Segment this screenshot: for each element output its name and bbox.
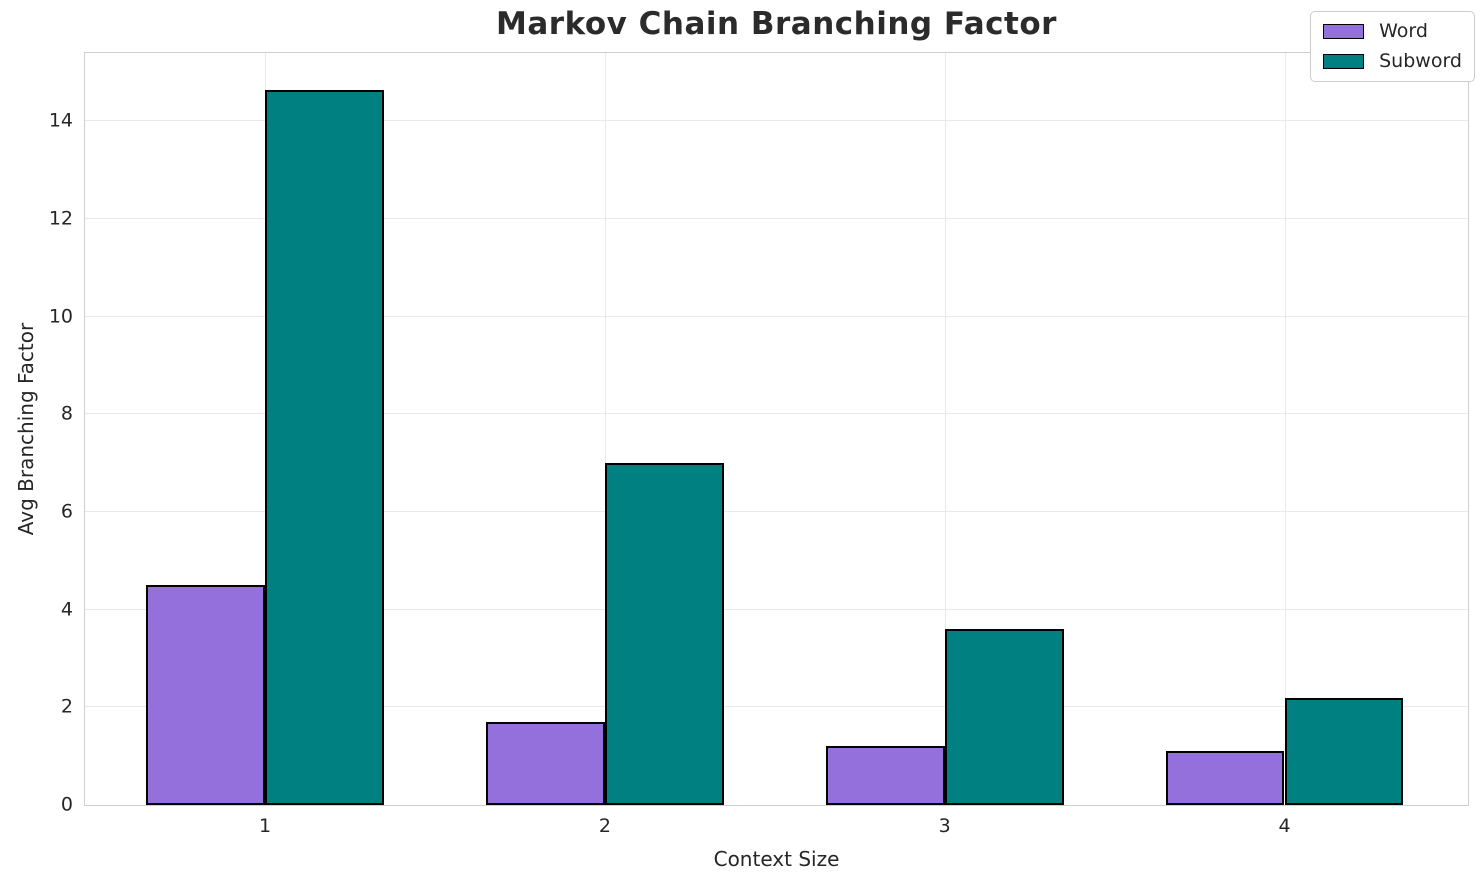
x-tick-label-1: 1 (259, 815, 272, 837)
chart-title: Markov Chain Branching Factor (496, 6, 1057, 42)
v-gridline-2 (604, 53, 606, 805)
legend-swatch-subword (1323, 53, 1365, 69)
y-tick-label-6: 6 (60, 500, 73, 523)
bar-subword-3 (944, 629, 1064, 805)
legend-item-subword: Subword (1323, 50, 1462, 73)
h-gridline-14 (85, 120, 1468, 122)
v-gridline-3 (944, 53, 946, 805)
legend-item-word: Word (1323, 20, 1462, 43)
bar-subword-4 (1284, 697, 1404, 805)
h-gridline-10 (85, 315, 1468, 317)
bar-subword-1 (265, 89, 385, 805)
bar-word-3 (825, 746, 945, 805)
x-tick-label-4: 4 (1278, 815, 1291, 837)
y-tick-label-4: 4 (60, 598, 73, 621)
legend-label-word: Word (1379, 20, 1428, 42)
bar-word-1 (146, 585, 266, 805)
y-tick-label-10: 10 (48, 305, 73, 328)
h-gridline-12 (85, 218, 1468, 220)
h-gridline-4 (85, 608, 1468, 610)
y-tick-label-8: 8 (60, 402, 73, 425)
bar-word-2 (485, 722, 605, 805)
y-tick-label-12: 12 (48, 207, 73, 230)
plot-area: 0 2 4 6 8 10 12 14 1 2 3 4 (49, 52, 1469, 836)
legend-swatch-word (1323, 23, 1365, 39)
y-tick-label-0: 0 (60, 793, 73, 816)
y-tick-label-2: 2 (60, 695, 73, 718)
x-tick-label-2: 2 (598, 815, 611, 837)
x-axis-label: Context Size (713, 847, 840, 871)
bar-word-4 (1165, 751, 1285, 805)
y-tick-label-14: 14 (48, 109, 73, 132)
y-axis-label: Avg Branching Factor (14, 322, 38, 536)
h-gridline-8 (85, 413, 1468, 415)
h-gridline-2 (85, 706, 1468, 708)
v-gridline-4 (1284, 53, 1286, 805)
x-tick-label-3: 3 (938, 815, 951, 837)
bar-subword-2 (604, 463, 724, 805)
legend-label-subword: Subword (1379, 49, 1462, 72)
legend: Word Subword (1310, 11, 1475, 82)
h-gridline-6 (85, 511, 1468, 513)
